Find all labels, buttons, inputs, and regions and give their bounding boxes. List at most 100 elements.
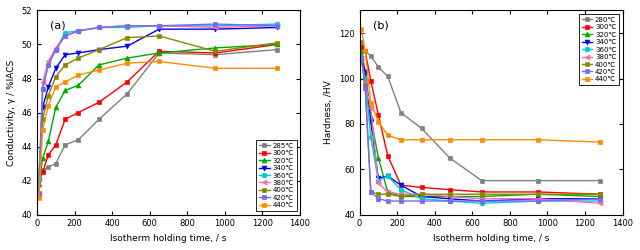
- 420℃: [446, 200, 454, 202]
- 420℃: [52, 48, 60, 51]
- 380℃: [362, 82, 369, 84]
- 400℃: [596, 193, 604, 196]
- 320℃: [446, 195, 454, 198]
- 380℃: [367, 106, 374, 110]
- Line: 320℃: 320℃: [36, 42, 280, 186]
- 280℃: [358, 41, 365, 44]
- 440℃: [374, 120, 382, 123]
- 440℃: [478, 138, 486, 141]
- 420℃: [534, 200, 542, 202]
- 300℃: [39, 170, 47, 173]
- 400℃: [384, 193, 392, 196]
- 380℃: [446, 195, 454, 198]
- 360℃: [534, 200, 542, 202]
- Y-axis label: Hardness, /HV: Hardness, /HV: [324, 81, 333, 144]
- Line: 340℃: 340℃: [36, 25, 280, 183]
- 360℃: [478, 202, 486, 205]
- 360℃: [374, 179, 382, 182]
- 420℃: [61, 34, 69, 37]
- 400℃: [61, 64, 69, 66]
- 360℃: [156, 24, 163, 27]
- 360℃: [61, 31, 69, 34]
- 400℃: [95, 48, 103, 51]
- 380℃: [52, 46, 60, 50]
- 380℃: [596, 202, 604, 205]
- Text: (a): (a): [50, 21, 66, 31]
- 380℃: [156, 24, 163, 27]
- 340℃: [374, 177, 382, 180]
- Line: 420℃: 420℃: [359, 56, 602, 204]
- 440℃: [534, 138, 542, 141]
- 360℃: [362, 77, 369, 80]
- 380℃: [374, 182, 382, 184]
- 380℃: [418, 193, 426, 196]
- 340℃: [596, 197, 604, 200]
- 320℃: [384, 190, 392, 194]
- 300℃: [534, 190, 542, 194]
- Y-axis label: Conductivity, γ / %IACS: Conductivity, γ / %IACS: [7, 60, 16, 166]
- 420℃: [362, 86, 369, 89]
- 360℃: [35, 178, 43, 180]
- 420℃: [418, 200, 426, 202]
- 280℃: [374, 66, 382, 69]
- 380℃: [74, 29, 82, 32]
- 300℃: [367, 79, 374, 82]
- 420℃: [374, 197, 382, 200]
- X-axis label: Isotherm holding time, / s: Isotherm holding time, / s: [433, 234, 549, 243]
- 400℃: [418, 193, 426, 196]
- 340℃: [358, 56, 365, 59]
- Line: 420℃: 420℃: [36, 22, 280, 195]
- 320℃: [596, 195, 604, 198]
- 440℃: [156, 60, 163, 63]
- 285℃: [61, 143, 69, 146]
- 440℃: [74, 74, 82, 76]
- 300℃: [61, 118, 69, 121]
- 360℃: [418, 197, 426, 200]
- 300℃: [35, 178, 43, 180]
- 360℃: [446, 200, 454, 202]
- 360℃: [39, 87, 47, 90]
- 320℃: [35, 182, 43, 186]
- Line: 340℃: 340℃: [359, 56, 602, 204]
- 340℃: [52, 67, 60, 70]
- 440℃: [124, 62, 131, 65]
- Line: 280℃: 280℃: [359, 40, 602, 183]
- 360℃: [74, 29, 82, 32]
- 320℃: [274, 43, 282, 46]
- 440℃: [367, 102, 374, 105]
- 300℃: [44, 154, 52, 156]
- 400℃: [52, 75, 60, 78]
- 300℃: [358, 45, 365, 48]
- 360℃: [95, 26, 103, 29]
- 400℃: [478, 193, 486, 196]
- 380℃: [95, 26, 103, 29]
- 320℃: [362, 70, 369, 73]
- 340℃: [74, 52, 82, 54]
- 360℃: [397, 188, 404, 191]
- 320℃: [61, 89, 69, 92]
- 440℃: [95, 68, 103, 71]
- Line: 285℃: 285℃: [36, 47, 280, 176]
- 320℃: [397, 195, 404, 198]
- Line: 400℃: 400℃: [36, 34, 280, 198]
- 400℃: [74, 56, 82, 59]
- 320℃: [44, 140, 52, 143]
- 420℃: [397, 200, 404, 202]
- Line: 300℃: 300℃: [36, 42, 280, 181]
- 420℃: [95, 26, 103, 29]
- 360℃: [274, 22, 282, 26]
- 285℃: [156, 52, 163, 54]
- 320℃: [367, 116, 374, 118]
- 400℃: [156, 34, 163, 37]
- 340℃: [39, 106, 47, 109]
- 360℃: [367, 136, 374, 139]
- 380℃: [534, 197, 542, 200]
- 400℃: [367, 190, 374, 194]
- 360℃: [124, 26, 131, 29]
- 420℃: [35, 191, 43, 194]
- 320℃: [212, 46, 220, 50]
- 420℃: [274, 24, 282, 27]
- 380℃: [39, 80, 47, 84]
- 280℃: [367, 54, 374, 57]
- 285℃: [274, 48, 282, 51]
